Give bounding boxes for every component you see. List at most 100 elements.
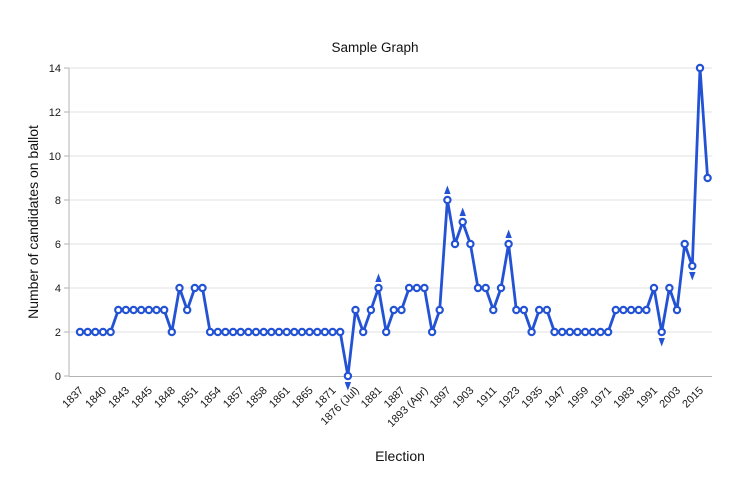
x-tick-labels: 1837184018431845184818511854185718581861… xyxy=(60,385,706,430)
x-tick-label: 1848 xyxy=(152,385,178,411)
data-point xyxy=(167,327,176,337)
data-point xyxy=(282,327,291,337)
data-point xyxy=(489,305,498,315)
x-tick-label: 1881 xyxy=(359,385,385,411)
data-point xyxy=(596,327,605,337)
x-tick-label: 1861 xyxy=(267,385,293,411)
data-point xyxy=(129,305,138,315)
data-point xyxy=(152,305,161,315)
data-point xyxy=(565,327,575,337)
data-point xyxy=(626,305,636,315)
data-point xyxy=(688,261,697,271)
data-point xyxy=(558,327,567,337)
x-tick-label: 2015 xyxy=(680,385,706,411)
y-axis-title: Number of candidates on ballot xyxy=(25,125,41,319)
data-point xyxy=(190,283,199,293)
data-point xyxy=(374,283,383,293)
data-point xyxy=(351,305,360,315)
data-point xyxy=(267,327,276,337)
data-point xyxy=(205,327,215,337)
data-point xyxy=(535,305,544,315)
data-point xyxy=(389,305,398,315)
data-point xyxy=(297,327,307,337)
down-arrow-annotation xyxy=(689,272,696,281)
down-arrow-annotation xyxy=(344,382,352,391)
data-point xyxy=(136,305,146,315)
data-point xyxy=(313,327,322,337)
data-point xyxy=(550,327,559,337)
data-point xyxy=(466,239,475,249)
data-point xyxy=(634,305,643,315)
x-tick-label: 1897 xyxy=(428,385,454,411)
annotation-arrows xyxy=(344,185,696,391)
x-tick-label: 1837 xyxy=(60,385,86,411)
data-point xyxy=(611,305,621,315)
data-point xyxy=(404,283,414,293)
data-point xyxy=(236,327,245,337)
data-point xyxy=(251,327,261,337)
data-point xyxy=(581,327,590,337)
data-point xyxy=(274,327,284,337)
data-point xyxy=(305,327,314,337)
data-point xyxy=(695,63,705,73)
y-tick-label: 4 xyxy=(55,283,61,295)
data-point xyxy=(573,327,582,337)
data-point xyxy=(473,283,483,293)
data-point xyxy=(343,371,353,381)
y-tick-label: 12 xyxy=(49,107,61,119)
data-point xyxy=(228,327,238,337)
x-tick-label: 1923 xyxy=(497,385,523,411)
data-series xyxy=(75,63,712,381)
x-tick-label: 1991 xyxy=(634,385,660,411)
data-point xyxy=(427,327,437,337)
data-point xyxy=(83,327,92,337)
x-tick-label: 1840 xyxy=(83,385,109,411)
x-axis-title: Election xyxy=(375,448,425,464)
x-tick-label: 2003 xyxy=(657,385,683,411)
data-point xyxy=(435,305,444,315)
data-point xyxy=(519,305,529,315)
data-point xyxy=(359,327,368,337)
axes xyxy=(64,67,712,377)
data-point xyxy=(458,217,467,227)
data-point xyxy=(588,327,598,337)
data-point xyxy=(290,327,299,337)
data-point xyxy=(496,283,506,293)
x-tick-label: 1865 xyxy=(290,385,316,411)
y-tick-label: 8 xyxy=(55,195,61,207)
down-arrow-annotation xyxy=(658,338,665,347)
data-point xyxy=(159,305,169,315)
data-point xyxy=(642,305,651,315)
x-tick-label: 1983 xyxy=(611,385,637,411)
data-point xyxy=(657,327,666,337)
data-point xyxy=(649,283,659,293)
y-tick-label: 2 xyxy=(55,327,61,339)
data-point xyxy=(221,327,230,337)
y-tick-label: 10 xyxy=(49,151,61,163)
data-point xyxy=(75,327,85,337)
gridlines xyxy=(69,67,712,333)
x-tick-label: 1857 xyxy=(221,385,247,411)
data-point xyxy=(504,239,513,249)
x-tick-label: 1845 xyxy=(129,385,155,411)
data-point xyxy=(106,327,115,337)
y-tick-label: 14 xyxy=(49,63,61,75)
data-point xyxy=(703,173,712,183)
up-arrow-annotation xyxy=(505,229,512,238)
data-point xyxy=(198,283,207,293)
data-point xyxy=(328,327,337,337)
up-arrow-annotation xyxy=(375,273,382,282)
x-tick-label: 1843 xyxy=(106,385,132,411)
data-point xyxy=(397,305,406,315)
y-tick-label: 6 xyxy=(55,239,61,251)
data-point xyxy=(121,305,131,315)
data-point xyxy=(527,327,536,337)
x-tick-label: 1971 xyxy=(588,385,614,411)
data-point xyxy=(481,283,490,293)
chart-title: Sample Graph xyxy=(331,40,418,55)
data-point xyxy=(320,327,330,337)
up-arrow-annotation xyxy=(444,185,451,194)
x-tick-label: 1858 xyxy=(244,385,270,411)
